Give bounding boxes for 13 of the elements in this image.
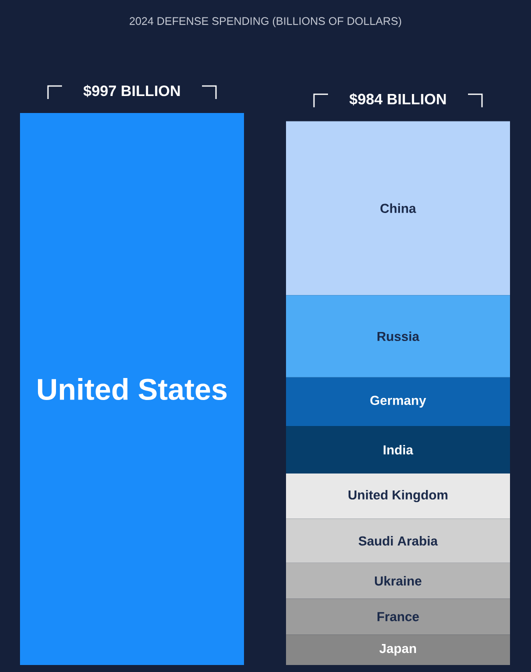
series-label: United States [38,378,227,400]
chart-title: 2024 DEFENSE SPENDING (BILLIONS OF DOLLARS) [130,16,402,28]
total-label: $997 BILLION [83,84,180,98]
series-label: France [378,612,419,622]
series-label: Japan [379,644,416,656]
series-label: Saudi Arabia [358,536,438,546]
series-label: Ukraine [374,576,422,586]
series-label: United Kingdom [348,490,448,502]
series-label: China [380,203,416,213]
series-label: India [384,444,414,454]
series-label: Russia [378,332,420,342]
total-label: $984 BILLION [349,93,446,106]
series-label: Germany [370,396,426,408]
